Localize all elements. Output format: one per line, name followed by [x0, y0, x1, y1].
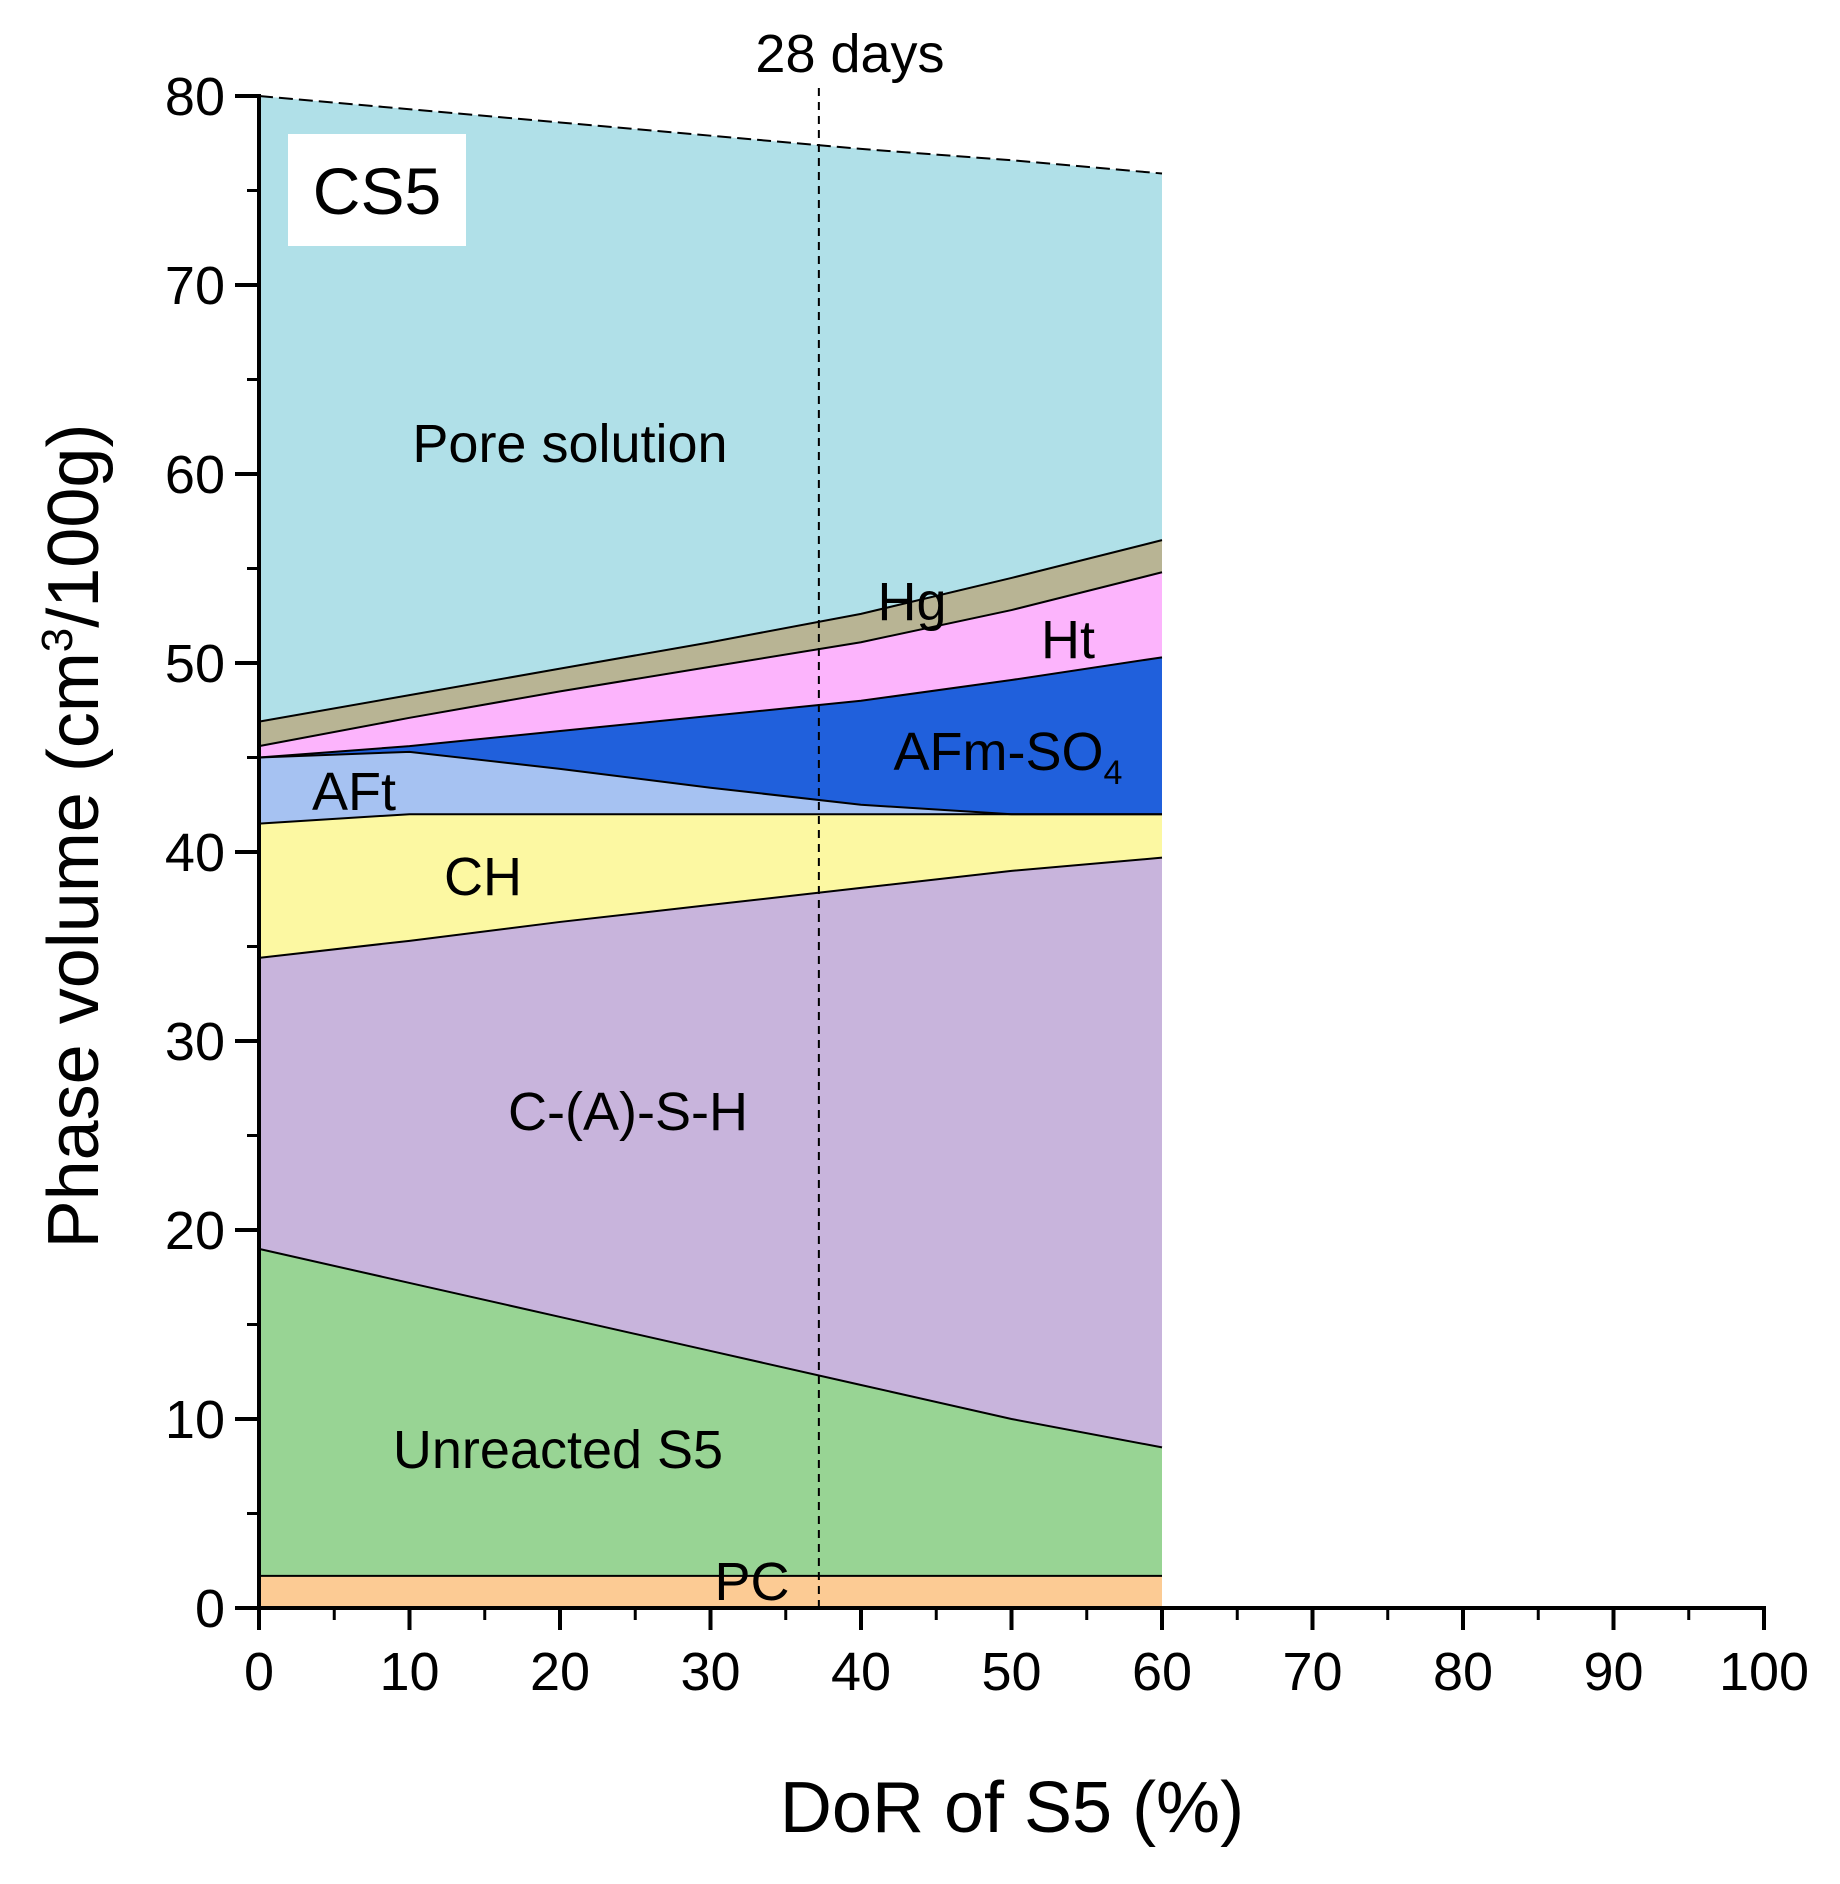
label-afm-so4-text: AFm-SO	[894, 722, 1104, 782]
y-axis-title: Phase volume (cm3/100g)	[33, 424, 114, 1249]
x-axis-title: DoR of S5 (%)	[780, 1768, 1244, 1848]
x-tick-label-20: 20	[530, 1642, 590, 1702]
label-afm-so4-subscript: 4	[1104, 754, 1123, 792]
boundary-c-a-s-h	[258, 856, 1163, 959]
y-axis-title-prefix: Phase volume (cm	[34, 652, 114, 1248]
y-axis-title-suffix: /100g)	[34, 424, 114, 628]
layer-boundaries	[258, 95, 1163, 1577]
boundary-hg	[258, 539, 1163, 723]
label-ht: Ht	[1041, 610, 1095, 670]
y-tick-label-0: 0	[195, 1579, 225, 1639]
y-tick-label-50: 50	[165, 634, 225, 694]
region-labels: Pore solution Hg Ht AFm-SO4 AFt CH C-(A)…	[312, 414, 1122, 1612]
boundary-aft	[258, 750, 1162, 816]
boundary-unreacted-s5	[258, 1247, 1163, 1449]
boundary-ht	[258, 571, 1163, 748]
y-tick-label-30: 30	[165, 1012, 225, 1072]
label-pore-solution: Pore solution	[412, 414, 727, 474]
x-tick-label-80: 80	[1433, 1642, 1493, 1702]
area-pore-solution	[259, 96, 1162, 722]
y-tick-label-70: 70	[165, 256, 225, 316]
boundary-pore-solution	[258, 95, 1163, 175]
y-ticks: 0 10 20 30 40 50 60 70 80	[165, 67, 259, 1639]
x-tick-label-100: 100	[1719, 1642, 1809, 1702]
panel-label-box: CS5	[288, 134, 466, 246]
x-tick-label-30: 30	[680, 1642, 740, 1702]
y-tick-label-40: 40	[165, 823, 225, 883]
area-unreacted-s5	[259, 1248, 1162, 1576]
x-tick-label-0: 0	[244, 1642, 274, 1702]
x-tick-label-70: 70	[1282, 1642, 1342, 1702]
area-ch	[259, 814, 1162, 958]
boundary-afm-so4	[258, 656, 1163, 759]
x-ticks: 0 10 20 30 40 50 60 70 80 90 100	[244, 1608, 1809, 1702]
x-tick-label-10: 10	[379, 1642, 439, 1702]
panel-label-background	[288, 134, 466, 246]
area-afm-so4	[259, 657, 1162, 815]
label-aft: AFt	[312, 762, 396, 822]
label-unreacted-s5: Unreacted S5	[393, 1420, 723, 1480]
label-afm-so4: AFm-SO4	[894, 722, 1123, 792]
label-ch: CH	[444, 847, 522, 907]
label-hg: Hg	[877, 572, 946, 632]
y-tick-label-20: 20	[165, 1201, 225, 1261]
y-tick-label-10: 10	[165, 1390, 225, 1450]
label-c-a-s-h: C-(A)-S-H	[508, 1082, 748, 1142]
y-tick-label-80: 80	[165, 67, 225, 127]
y-axis-title-superscript: 3	[33, 628, 82, 652]
28-days-label: 28 days	[755, 24, 944, 84]
label-pc: PC	[714, 1552, 789, 1612]
x-tick-label-50: 50	[981, 1642, 1041, 1702]
x-tick-label-60: 60	[1132, 1642, 1192, 1702]
stacked-areas	[259, 96, 1162, 1608]
area-ht	[259, 572, 1162, 758]
x-tick-label-40: 40	[831, 1642, 891, 1702]
panel-label: CS5	[313, 154, 441, 228]
area-pc	[259, 1575, 1162, 1608]
x-tick-label-90: 90	[1583, 1642, 1643, 1702]
y-tick-label-60: 60	[165, 445, 225, 505]
